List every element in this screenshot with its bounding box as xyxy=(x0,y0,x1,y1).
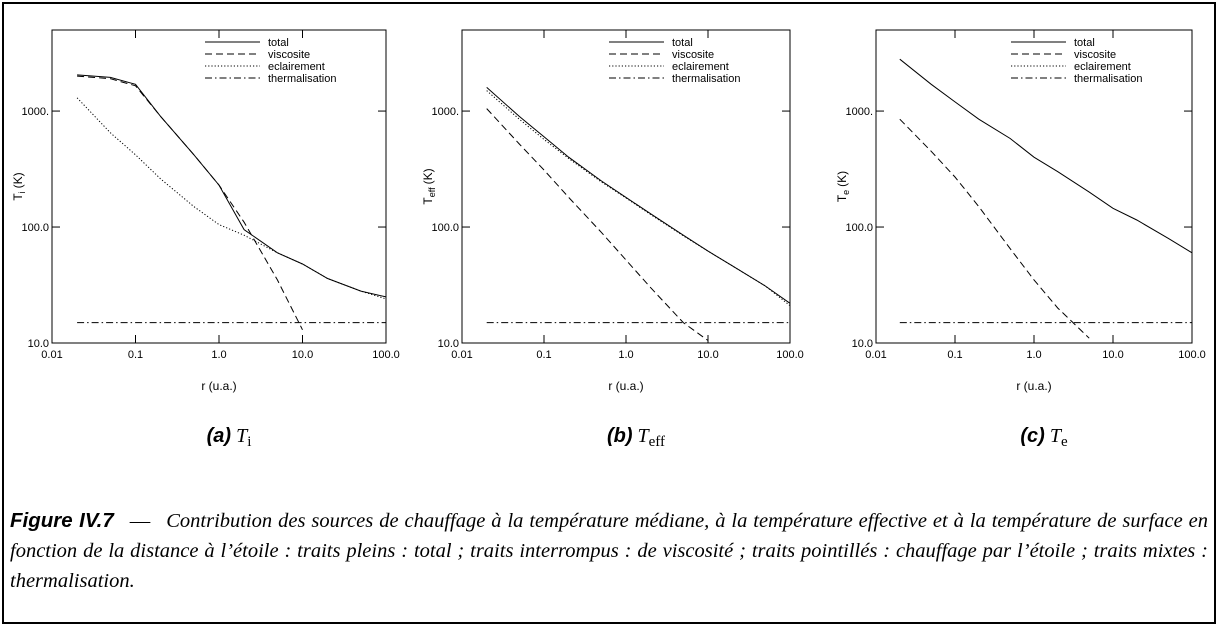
x-tick-label: 0.01 xyxy=(865,349,886,361)
y-label-symbol: T xyxy=(835,194,849,202)
x-axis-label: r (u.a.) xyxy=(608,379,643,393)
panel: 0.01 0.1 1.0 10.0 100.0 10.0 100.0 1000. Teff (K)… xyxy=(421,29,804,450)
y-label-unit: (K) xyxy=(11,172,25,188)
legend-label: eclairement xyxy=(672,61,729,73)
y-label-symbol: T xyxy=(11,193,25,201)
series-line xyxy=(77,75,303,331)
subcaption-label: (b) xyxy=(607,425,633,447)
x-tick-label: 0.01 xyxy=(451,349,472,361)
series-line xyxy=(899,118,1090,339)
subcaption: (c) Te xyxy=(1020,425,1068,450)
subcaption-sub: i xyxy=(247,434,251,450)
y-tick-label: 1000. xyxy=(845,106,873,118)
y-label-unit: (K) xyxy=(835,171,849,187)
series-line xyxy=(899,58,1193,254)
x-tick-label: 1.0 xyxy=(1026,349,1041,361)
subcaption: (a) Ti xyxy=(207,425,252,450)
x-tick-label: 100.0 xyxy=(1178,349,1206,361)
x-axis-label: r (u.a.) xyxy=(1016,379,1051,393)
charts: 0.01 0.1 1.0 10.0 100.0 10.0 100.0 1000. Ti (K) r … xyxy=(11,29,1206,450)
y-label-symbol: T xyxy=(421,197,435,205)
y-tick-label: 100.0 xyxy=(21,222,49,234)
y-tick-label: 1000. xyxy=(21,106,49,118)
series-line xyxy=(76,97,387,300)
x-tick-label: 100.0 xyxy=(372,349,400,361)
subcaption-sub: eff xyxy=(649,434,665,450)
plot-frame xyxy=(875,29,1193,344)
y-label-sub: eff xyxy=(427,187,437,197)
x-tick-label: 0.1 xyxy=(536,349,551,361)
subcaption: (b) Teff xyxy=(607,425,665,450)
x-tick-label: 10.0 xyxy=(292,349,313,361)
panel: 0.01 0.1 1.0 10.0 100.0 10.0 100.0 1000. Ti (K) r … xyxy=(11,29,400,450)
plot-frame xyxy=(461,29,791,344)
x-tick-label: 1.0 xyxy=(211,349,226,361)
legend-label: viscosite xyxy=(1074,49,1116,61)
legend-label: viscosite xyxy=(268,49,310,61)
caption-label: Figure IV.7 xyxy=(10,509,114,532)
x-axis-label: r (u.a.) xyxy=(201,379,236,393)
x-tick-label: 0.1 xyxy=(128,349,143,361)
legend-label: thermalisation xyxy=(1074,73,1142,85)
y-tick-label: 10.0 xyxy=(852,338,873,350)
caption-text: Contribution des sources de chauffage à … xyxy=(10,510,1209,592)
y-tick-label: 10.0 xyxy=(438,338,459,350)
subcaption-label: (c) xyxy=(1020,425,1045,447)
y-axis-label: Ti (K) xyxy=(11,172,27,200)
subcaption-label: (a) xyxy=(207,425,232,447)
y-tick-label: 1000. xyxy=(431,106,459,118)
legend-label: total xyxy=(1074,37,1095,49)
y-tick-label: 100.0 xyxy=(845,222,873,234)
legend-label: total xyxy=(672,37,693,49)
subcaption-symbol: T xyxy=(638,425,651,447)
subcaption-sub: e xyxy=(1061,434,1068,450)
y-label-sub: e xyxy=(841,190,851,195)
legend-label: eclairement xyxy=(1074,61,1131,73)
x-tick-label: 0.1 xyxy=(947,349,962,361)
legend-label: viscosite xyxy=(672,49,714,61)
subcaption-symbol: T xyxy=(1050,425,1063,447)
y-label-sub: i xyxy=(17,191,27,193)
legend-label: thermalisation xyxy=(268,73,336,85)
y-tick-label: 100.0 xyxy=(431,222,459,234)
legend-label: thermalisation xyxy=(672,73,740,85)
series-line xyxy=(486,87,791,304)
y-axis-label: Te (K) xyxy=(835,171,851,202)
legend-label: eclairement xyxy=(268,61,325,73)
x-tick-label: 10.0 xyxy=(1102,349,1123,361)
legend-label: total xyxy=(268,37,289,49)
x-tick-label: 0.01 xyxy=(41,349,62,361)
y-axis-label: Teff (K) xyxy=(421,168,437,204)
y-tick-label: 10.0 xyxy=(28,338,49,350)
panel: 0.01 0.1 1.0 10.0 100.0 10.0 100.0 1000. Te (K) r … xyxy=(835,29,1206,450)
x-tick-label: 1.0 xyxy=(618,349,633,361)
subcaption-symbol: T xyxy=(236,425,249,447)
figure-caption: Figure IV.7 — Contribution des sources de … xyxy=(10,506,1208,596)
caption-dash: — xyxy=(129,510,151,532)
series-line xyxy=(486,108,709,341)
x-tick-label: 10.0 xyxy=(697,349,718,361)
series-line xyxy=(77,74,387,298)
x-tick-label: 100.0 xyxy=(776,349,804,361)
y-label-unit: (K) xyxy=(421,168,435,184)
